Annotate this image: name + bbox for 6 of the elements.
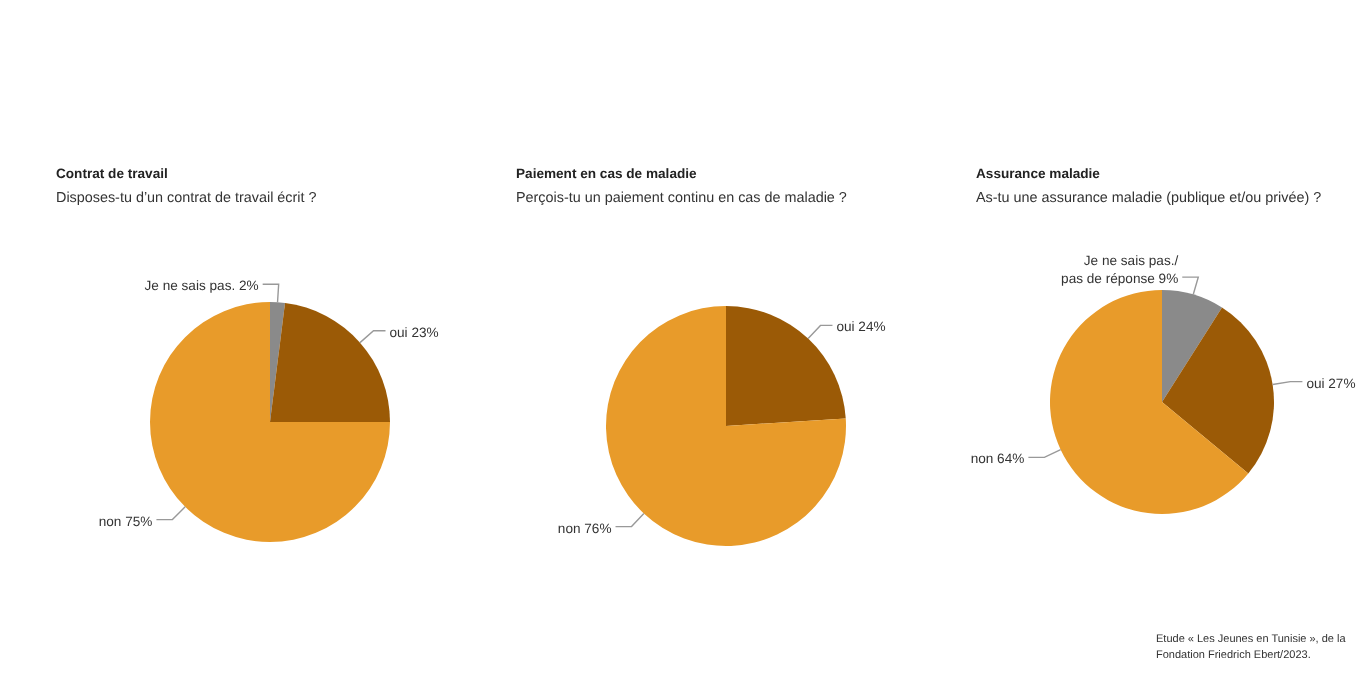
pie-slice — [1162, 307, 1274, 474]
pie-slice — [1162, 290, 1223, 402]
pie-slice — [270, 302, 286, 422]
pie-slice — [1050, 290, 1249, 514]
pie-slice — [150, 302, 390, 542]
pie-slice — [270, 302, 390, 422]
